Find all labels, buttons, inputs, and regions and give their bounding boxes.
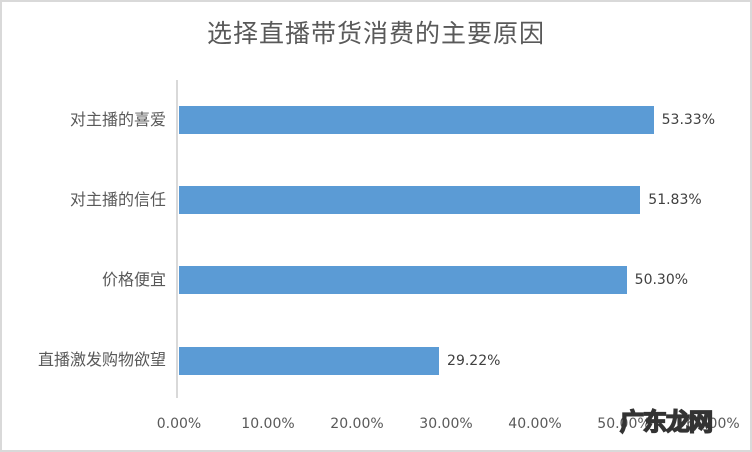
x-tick-label: 50.00%	[597, 416, 651, 432]
data-label: 29.22%	[447, 353, 501, 369]
x-tick-label: 60.00%	[686, 416, 740, 432]
bar	[179, 266, 627, 294]
x-tick-label: 30.00%	[419, 416, 473, 432]
bar	[179, 347, 440, 375]
category-label: 直播激发购物欲望	[37, 350, 166, 369]
bar	[179, 186, 641, 214]
x-tick-label: 10.00%	[241, 416, 295, 432]
bar	[179, 106, 654, 134]
data-label: 50.30%	[634, 272, 689, 288]
data-label: 51.83%	[648, 192, 702, 208]
data-label: 53.33%	[661, 112, 716, 128]
x-tick-label: 20.00%	[330, 416, 384, 432]
category-label: 对主播的信任	[69, 190, 166, 209]
category-label: 价格便宜	[101, 270, 166, 289]
category-axis-line	[176, 80, 178, 398]
x-tick-label: 0.00%	[156, 416, 202, 432]
chart-title: 选择直播带货消费的主要原因	[206, 19, 545, 48]
category-label: 对主播的喜爱	[69, 110, 166, 129]
x-tick-label: 40.00%	[508, 416, 562, 432]
watermark-logo: 广东龙网	[619, 407, 714, 437]
